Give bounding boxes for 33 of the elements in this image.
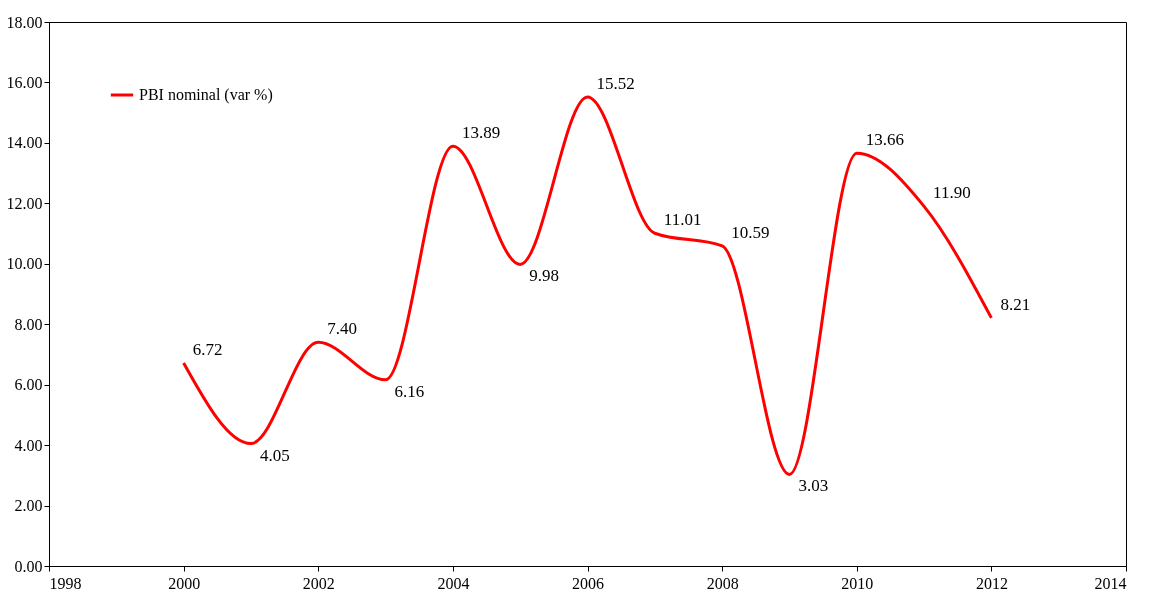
y-tick-label: 18.00 bbox=[6, 13, 43, 31]
data-label: 9.98 bbox=[529, 266, 559, 286]
y-tick-label: 12.00 bbox=[6, 194, 43, 212]
x-tick-label: 2000 bbox=[168, 574, 201, 592]
data-label: 10.59 bbox=[731, 222, 770, 242]
y-tick-label: 6.00 bbox=[14, 376, 43, 394]
data-label: 6.72 bbox=[192, 339, 223, 359]
x-tick-label: 2004 bbox=[437, 574, 470, 592]
legend-label: PBI nominal (var %) bbox=[139, 86, 273, 104]
y-tick-label: 16.00 bbox=[6, 73, 43, 91]
x-tick-label: 2002 bbox=[302, 574, 335, 592]
data-label: 11.90 bbox=[933, 183, 971, 203]
x-tick-label: 1998 bbox=[49, 574, 82, 592]
x-tick-label: 2012 bbox=[975, 574, 1008, 592]
x-tick-label: 2014 bbox=[1094, 574, 1127, 592]
data-label: 15.52 bbox=[596, 73, 635, 93]
data-label: 13.66 bbox=[865, 130, 904, 150]
x-tick-label: 2010 bbox=[841, 574, 874, 592]
y-tick-label: 4.00 bbox=[14, 436, 43, 454]
y-tick-label: 10.00 bbox=[6, 255, 43, 273]
data-label: 6.16 bbox=[394, 381, 425, 401]
y-tick-label: 14.00 bbox=[6, 134, 43, 152]
data-label: 13.89 bbox=[461, 123, 501, 143]
data-label: 11.01 bbox=[663, 210, 702, 230]
data-label: 8.21 bbox=[1000, 294, 1031, 314]
data-label: 7.40 bbox=[327, 319, 357, 339]
data-label: 3.03 bbox=[798, 476, 829, 496]
y-tick-label: 8.00 bbox=[14, 315, 43, 333]
data-label: 4.05 bbox=[259, 445, 290, 465]
x-tick-label: 2006 bbox=[572, 574, 604, 592]
x-tick-label: 2008 bbox=[706, 574, 739, 592]
y-tick-label: 2.00 bbox=[14, 497, 43, 515]
y-tick-label: 0.00 bbox=[14, 557, 43, 575]
